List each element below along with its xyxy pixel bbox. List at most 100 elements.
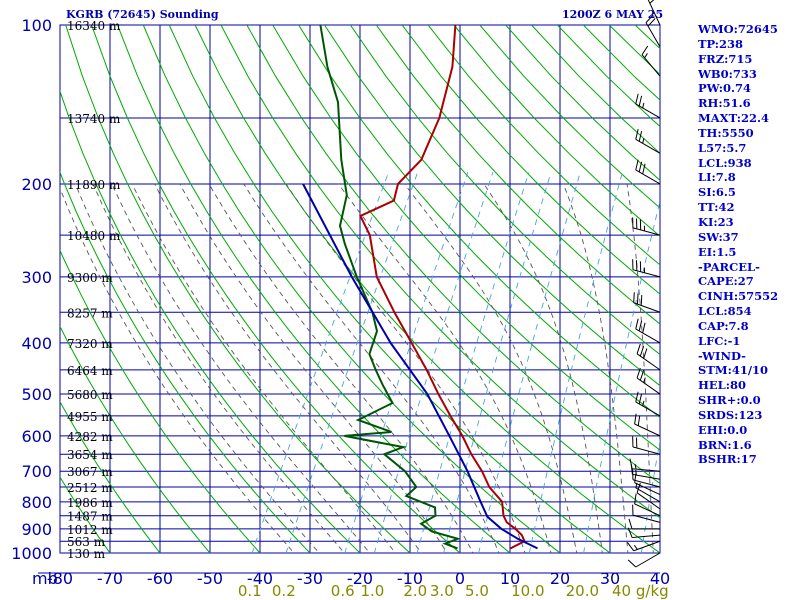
stat-item: TT:42 [698, 200, 735, 215]
wind-barb [633, 292, 661, 313]
pressure-label: 1000 [11, 544, 52, 563]
pressure-label: 700 [21, 462, 52, 481]
wind-barb [635, 93, 661, 119]
pressure-label: 600 [21, 427, 52, 446]
wind-barb-shaft [635, 401, 661, 417]
wind-barb [641, 45, 661, 77]
wind-barb-shaft [632, 534, 661, 539]
wind-barb [632, 259, 661, 278]
wind-barb-flag [638, 393, 643, 405]
stat-item: HEL:80 [698, 378, 746, 393]
wind-barb-flag [639, 346, 645, 357]
mixing-ratio-line [528, 172, 623, 553]
moist-adiabat [92, 183, 345, 553]
wind-barb-shaft [632, 227, 661, 236]
moist-adiabat [626, 183, 654, 553]
temperature-tick-label: 40 [650, 569, 670, 588]
dry-adiabat [324, 25, 660, 387]
wind-barb-flag [635, 469, 637, 476]
dry-adiabat [298, 25, 660, 419]
temperature-tick-label: 20 [550, 569, 570, 588]
stats-panel: WMO:72645 TP:238 FRZ:715 WB0:733 PW:0.74 RH:5… [698, 22, 798, 467]
wind-barb-flag [647, 18, 656, 27]
wind-barb-flag [638, 95, 643, 107]
stat-item: LCL:854 [698, 304, 752, 319]
wind-barb-flag [636, 293, 639, 305]
pressure-label: 100 [21, 16, 52, 35]
wind-barb-flag [640, 294, 643, 306]
moist-adiabat [243, 183, 500, 553]
wind-barb-flag [644, 53, 648, 59]
height-label: 13740 m [67, 112, 121, 126]
stat-item: LFC:-1 [698, 333, 741, 348]
wind-barb-shaft [645, 22, 661, 48]
pressure-label: 500 [21, 385, 52, 404]
mixing-ratio-label: 3.0 [430, 582, 454, 600]
moist-adiabat [404, 183, 578, 553]
height-label: 16340 m [67, 19, 121, 33]
dry-adiabat [246, 25, 660, 485]
wind-barb [645, 14, 661, 48]
wind-barb-flag [637, 415, 641, 426]
height-label: 10480 m [67, 229, 121, 243]
wind-barb-shaft [635, 138, 661, 154]
temperature-trace [359, 25, 526, 550]
stat-item: CINH:57552 [698, 289, 779, 304]
temperature-tick-label: -60 [147, 569, 173, 588]
wind-barb [632, 217, 661, 236]
temperature-tick-label: -80 [47, 569, 73, 588]
stat-item: LCL:938 [698, 155, 752, 170]
wind-barb [636, 343, 661, 371]
sounding-traces [302, 25, 538, 550]
wind-barb-shaft [636, 377, 661, 395]
height-label: 11890 m [67, 178, 121, 192]
wind-barb-flag [627, 527, 633, 538]
dry-adiabat [60, 170, 311, 553]
wind-barb [636, 367, 661, 395]
moist-adiabat [74, 183, 320, 553]
stat-item: L57:5.7 [698, 140, 747, 155]
wind-barb-flag [649, 0, 655, 4]
mixing-ratio-line [640, 438, 660, 553]
dry-adiabat [60, 89, 361, 553]
wind-barb-flag [634, 463, 637, 470]
wind-barb-flag [633, 544, 638, 550]
wind-barb [635, 159, 661, 185]
height-label: 9300 m [67, 271, 113, 285]
mixing-ratio-line [373, 172, 494, 553]
temperature-tick-label: -20 [347, 569, 373, 588]
stat-item: STM:41/10 [698, 363, 769, 378]
dewpoint-trace [319, 25, 461, 550]
wind-barb [632, 436, 661, 455]
dry-adiabat [60, 249, 261, 553]
stat-item: SI:6.5 [698, 185, 736, 200]
wind-barb [627, 540, 661, 552]
wind-barb-flag [633, 292, 635, 303]
mixing-ratio-line [251, 172, 390, 553]
wind-barb-shaft [632, 479, 661, 488]
moist-adiabats [60, 183, 654, 553]
dry-adiabat [60, 400, 161, 553]
height-label: 4282 m [67, 430, 113, 444]
moist-adiabat [60, 187, 295, 553]
wind-barb-flag [629, 458, 633, 469]
height-label: 1487 m [67, 510, 113, 524]
dry-adiabat [168, 25, 611, 553]
wind-barb-flag [641, 45, 649, 55]
stat-item: CAPE:27 [698, 274, 754, 289]
temperature-tick-label: 10 [500, 569, 520, 588]
stat-item: EHI:0.0 [698, 422, 748, 437]
wind-barb [632, 504, 661, 523]
moist-adiabat [285, 183, 526, 553]
mixing-ratio-label: 0.6 [331, 582, 355, 600]
wind-barb-flag [638, 320, 643, 332]
height-label: 7320 m [67, 337, 113, 351]
mixing-ratio-line [478, 172, 581, 553]
wind-barb-flag [635, 93, 639, 105]
wind-barb [635, 129, 661, 154]
wind-barbs [627, 0, 661, 568]
wind-barb-shaft [635, 103, 661, 119]
dry-adiabat [65, 25, 411, 553]
temperature-tick-label: -50 [197, 569, 223, 588]
moist-adiabat [208, 183, 474, 553]
